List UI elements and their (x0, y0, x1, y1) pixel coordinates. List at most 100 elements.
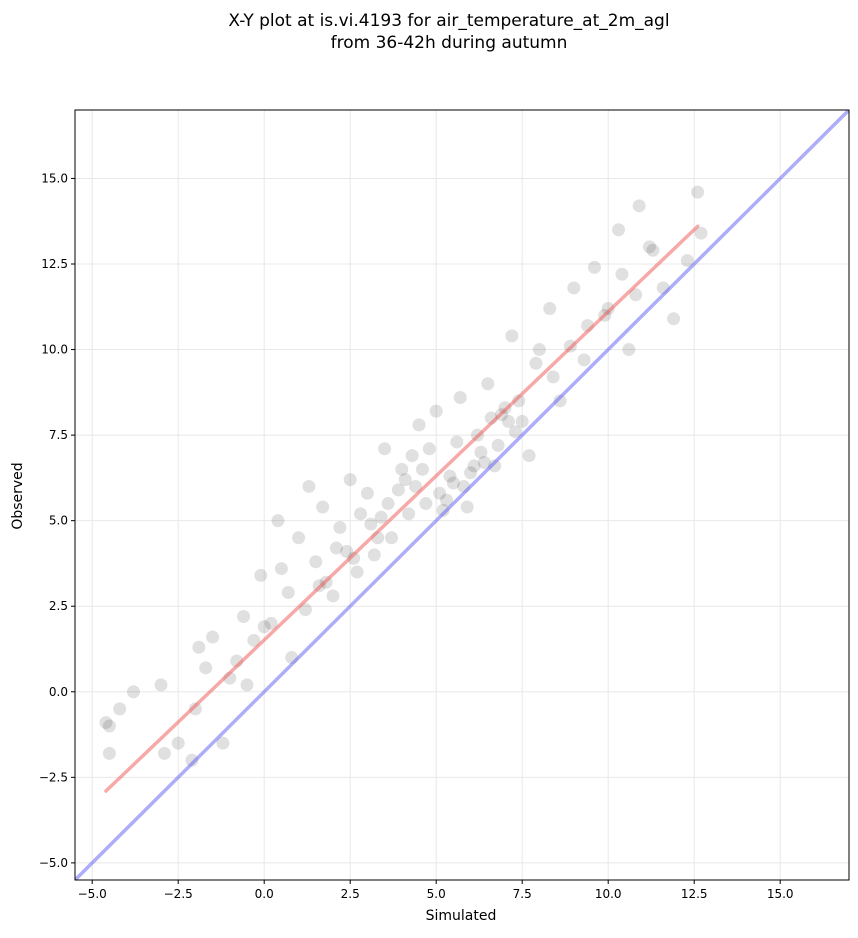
y-axis-ticks: −5.0 −2.5 0.0 2.5 5.0 7.5 10.0 12.5 15.0 (39, 171, 75, 870)
data-point (316, 500, 330, 514)
x-tick-label: 7.5 (513, 887, 532, 901)
data-point (667, 312, 681, 326)
data-point (367, 548, 381, 562)
data-point (601, 301, 615, 315)
data-point (257, 620, 271, 634)
data-point (326, 589, 340, 603)
y-tick-label: 15.0 (41, 171, 68, 185)
data-point (529, 356, 543, 370)
data-point (440, 493, 454, 507)
x-tick-label: 15.0 (767, 887, 794, 901)
data-point (360, 486, 374, 500)
data-point (340, 544, 354, 558)
data-point (343, 473, 357, 487)
data-point (467, 459, 481, 473)
data-point (543, 301, 557, 315)
data-point (398, 473, 412, 487)
y-tick-label: 0.0 (49, 685, 68, 699)
data-point (347, 551, 361, 565)
reference-lines (75, 110, 849, 880)
data-point (646, 243, 660, 257)
data-point (415, 462, 429, 476)
data-point (419, 497, 433, 511)
data-point (505, 329, 519, 343)
data-point (409, 479, 423, 493)
data-point (354, 507, 368, 521)
data-point (532, 343, 546, 357)
data-point (464, 466, 478, 480)
y-tick-label: 5.0 (49, 514, 68, 528)
data-point (292, 531, 306, 545)
data-point (113, 702, 127, 716)
data-point (171, 736, 185, 750)
data-point (477, 455, 491, 469)
data-point (622, 343, 636, 357)
data-point (422, 442, 436, 456)
data-point (460, 500, 474, 514)
x-tick-label: 5.0 (427, 887, 446, 901)
data-point (395, 462, 409, 476)
data-point (488, 459, 502, 473)
x-tick-label: −5.0 (78, 887, 107, 901)
data-point (446, 476, 460, 490)
data-point (587, 260, 601, 274)
y-tick-label: 12.5 (41, 257, 68, 271)
data-point (102, 719, 116, 733)
data-point (453, 390, 467, 404)
data-point (188, 702, 202, 716)
y-axis-label: Observed (10, 462, 26, 529)
x-tick-label: 10.0 (595, 887, 622, 901)
data-point (126, 685, 140, 699)
data-point (199, 661, 213, 675)
data-point (333, 521, 347, 535)
y-tick-label: 10.0 (41, 343, 68, 357)
data-point (206, 630, 220, 644)
data-point (102, 746, 116, 760)
data-point (680, 254, 694, 268)
data-point (309, 555, 323, 569)
data-point (632, 199, 646, 213)
data-point (99, 716, 113, 730)
data-point (443, 469, 457, 483)
x-axis-label: Simulated (426, 908, 497, 924)
data-point (694, 226, 708, 240)
data-point (154, 678, 168, 692)
data-point (615, 267, 629, 281)
data-point (264, 616, 278, 630)
data-point (691, 185, 705, 199)
chart-title: X-Y plot at is.vi.4193 for air_temperatu… (228, 11, 669, 31)
x-tick-label: 12.5 (681, 887, 708, 901)
data-point (481, 377, 495, 391)
data-point (384, 531, 398, 545)
data-point (508, 425, 522, 439)
identity-line (75, 110, 849, 880)
data-point (271, 514, 285, 528)
data-point (350, 565, 364, 579)
data-point (405, 449, 419, 463)
x-axis-ticks: −5.0 −2.5 0.0 2.5 5.0 7.5 10.0 12.5 15.0 (78, 880, 794, 901)
data-point (546, 370, 560, 384)
data-point (512, 394, 526, 408)
data-point (429, 404, 443, 418)
grid-lines (75, 110, 849, 880)
data-point (374, 510, 388, 524)
data-point (629, 288, 643, 302)
data-point (216, 736, 230, 750)
data-point (240, 678, 254, 692)
data-point (491, 438, 505, 452)
data-point (391, 483, 405, 497)
data-point (254, 568, 268, 582)
data-point (192, 640, 206, 654)
data-point (378, 442, 392, 456)
data-point (501, 414, 515, 428)
y-tick-label: 7.5 (49, 428, 68, 442)
data-point (281, 586, 295, 600)
y-tick-label: 2.5 (49, 599, 68, 613)
data-point (412, 418, 426, 432)
data-point (157, 746, 171, 760)
data-point (612, 223, 626, 237)
data-point (364, 517, 378, 531)
data-point (247, 633, 261, 647)
